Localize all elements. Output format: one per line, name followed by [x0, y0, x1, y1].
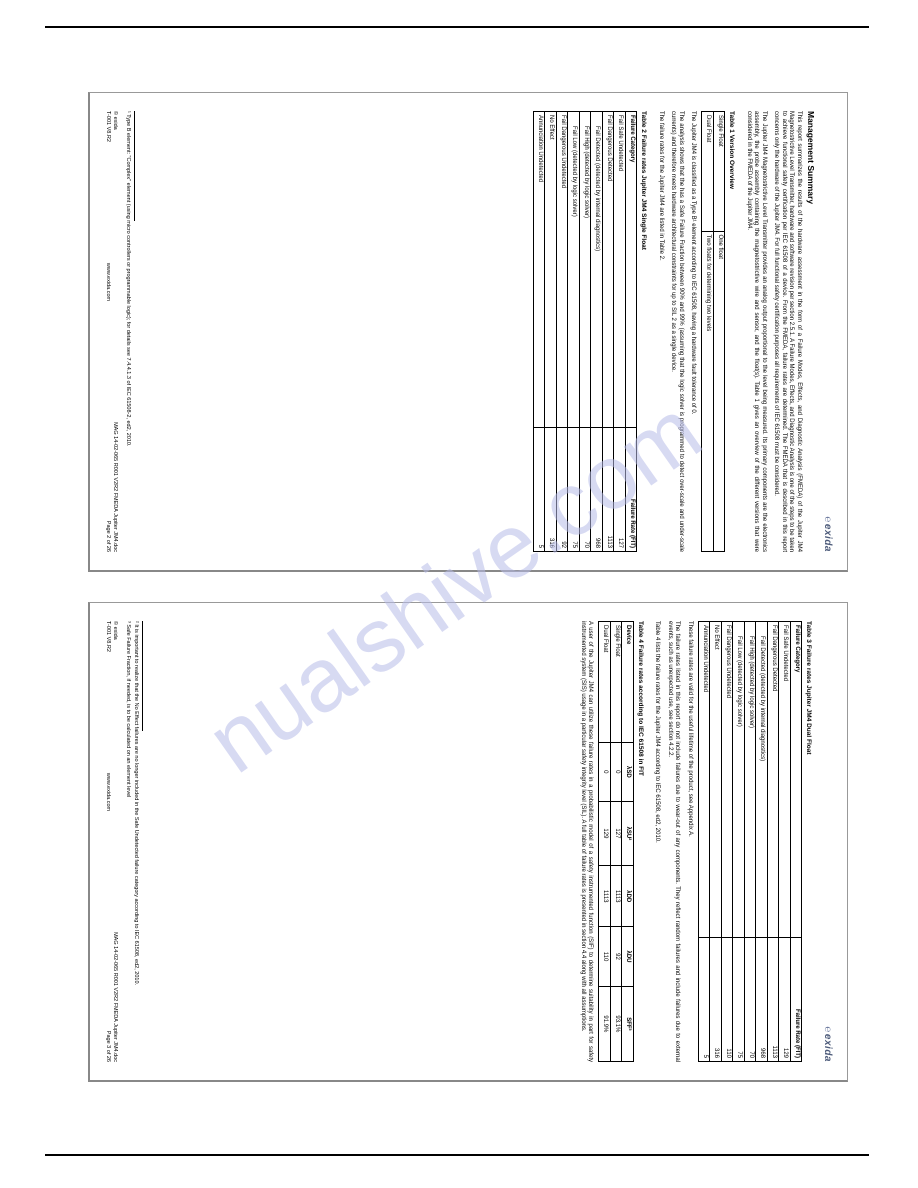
right-para-2: The failure rates listed in this report …	[665, 621, 680, 1062]
left-para-4: The analysis shows that the has a Safe F…	[669, 111, 684, 552]
table3-row: Fail Dangerous Undetected110	[721, 622, 733, 1062]
table2-row: Fail Detected (detected by internal diag…	[591, 112, 603, 552]
table2: Failure CategoryFailure Rate (FIT) Fail …	[533, 111, 638, 552]
table3-row: Annunciation Undetected5	[698, 622, 710, 1062]
table1-cell: Dual Float	[702, 112, 714, 232]
footer-filename: MAG 14-02-065 R001 V2R2 FMEDA Jupiter JM…	[111, 422, 118, 552]
table4-header: SFF³	[622, 986, 634, 1061]
table3-row: Fail Detected (detected by internal diag…	[756, 622, 768, 1062]
footnote-rule-right	[143, 621, 144, 731]
footer-copyright: © exida	[111, 621, 118, 652]
table3-header: Failure Rate (FIT)	[790, 938, 802, 1062]
footer-pagenum: Page 2 of 26	[104, 422, 111, 552]
doc-page-right: exida Table 3 Failure rates Jupiter JM4 …	[88, 602, 848, 1082]
left-para-3: The Jupiter JM4 is classified as a Type …	[689, 111, 697, 552]
table1-row: Single FloatOne float	[713, 112, 725, 552]
footer-left-block: © exida T-001 V8.R2	[104, 111, 118, 142]
table2-header: Failure Category	[625, 112, 637, 428]
table2-caption: Table 2 Failure rates Jupiter JM4 Single…	[639, 111, 647, 552]
table3-header: Failure Category	[790, 622, 802, 938]
scan-container: nualshive.com exida Management Summary T…	[62, 72, 848, 1102]
table4-header: λDD	[622, 866, 634, 927]
table1-cell: Two floats for determining two levels	[702, 231, 714, 551]
left-para-5: The failure rates for the Jupiter JM4 ar…	[656, 111, 664, 552]
left-para-1: This report summarizes the results of th…	[772, 111, 802, 552]
table2-row: Fail Dangerous Detected1113	[602, 112, 614, 552]
table4-row: Single Float 0 127 1113 92 93.1%	[610, 622, 622, 1062]
table4: Device λSD λSU² λDD λDU SFF³ Single Floa…	[598, 621, 634, 1062]
table4-caption: Table 4 Failure rates according to IEC 6…	[636, 621, 644, 1062]
footer-copyright: © exida	[111, 111, 118, 142]
table4-row: Dual Float 0 129 1113 110 91.9%	[599, 622, 611, 1062]
footnote-1: ¹ Type B element: "Complex" element (usi…	[124, 111, 131, 552]
table3-row: Fail Dangerous Detected1113	[767, 622, 779, 1062]
footer-right-block: MAG 14-02-065 R001 V2R2 FMEDA Jupiter JM…	[104, 422, 118, 552]
rotated-spread: exida Management Summary This report sum…	[62, 72, 848, 1102]
table2-header: Failure Rate (FIT)	[625, 428, 637, 552]
doc-page-left: exida Management Summary This report sum…	[88, 92, 848, 572]
table2-row: Fail Low (detected by logic solver)75	[568, 112, 580, 552]
table2-row: Fail Dangerous Undetected92	[556, 112, 568, 552]
footer-pagenum: Page 3 of 26	[104, 932, 111, 1062]
right-para-1: These failure rates are valid for the us…	[685, 621, 693, 1062]
footnote-2: ² It is important to realize that the No…	[133, 621, 140, 1062]
table3-row: Fail Low (detected by logic solver)75	[733, 622, 745, 1062]
footnote-rule-left	[134, 111, 135, 221]
footer-url: www.exida.com	[104, 263, 111, 301]
bottom-rule	[45, 1154, 869, 1156]
footnote-3: ³ Safe Failure Fraction, if needed, is t…	[124, 621, 131, 1062]
table2-row: Fail High (detected by logic solver)70	[579, 112, 591, 552]
table3-row: Fail High (detected by logic solver)70	[744, 622, 756, 1062]
table1-cell: Single Float	[713, 112, 725, 232]
left-para-2: The Jupiter JM4 Magnetostrictive Level T…	[744, 111, 767, 552]
right-para-4: A user of the Jupiter JM4 can utilize th…	[578, 621, 593, 1062]
table3-row: No Effect316	[710, 622, 722, 1062]
footer-docid: T-001 V8.R2	[104, 621, 111, 652]
table1-cell: One float	[713, 231, 725, 551]
table1: Single FloatOne float Dual FloatTwo floa…	[701, 111, 725, 552]
table3: Failure CategoryFailure Rate (FIT) Fail …	[698, 621, 803, 1062]
footer-filename: MAG 14-02-065 R001 V2R2 FMEDA Jupiter JM…	[111, 932, 118, 1062]
right-para-3: Table 4 lists the failure rates for the …	[653, 621, 661, 1062]
top-rule	[45, 26, 869, 28]
footer-right-block: MAG 14-02-065 R001 V2R2 FMEDA Jupiter JM…	[104, 932, 118, 1062]
table4-header: λSU²	[622, 801, 634, 866]
table2-row: Annunciation Undetected5	[533, 112, 545, 552]
footer-url: www.exida.com	[104, 773, 111, 811]
brand-logo-left: exida	[821, 111, 834, 552]
table3-caption: Table 3 Failure rates Jupiter JM4 Dual F…	[804, 621, 812, 1062]
table4-header: Device	[622, 622, 634, 743]
management-summary-heading: Management Summary	[806, 111, 817, 552]
table2-row: No Effect316	[545, 112, 557, 552]
brand-logo-right: exida	[821, 621, 834, 1062]
table1-row: Dual FloatTwo floats for determining two…	[702, 112, 714, 552]
footer-docid: T-001 V8.R2	[104, 111, 111, 142]
table1-caption: Table 1 Version Overview	[727, 111, 735, 552]
page-footer-left: © exida T-001 V8.R2 www.exida.com MAG 14…	[104, 111, 118, 552]
page-footer-right: © exida T-001 V8.R2 www.exida.com MAG 14…	[104, 621, 118, 1062]
footer-left-block: © exida T-001 V8.R2	[104, 621, 118, 652]
table4-header: λSD	[622, 743, 634, 801]
table3-row: Fail Safe Undetected129	[779, 622, 791, 1062]
table2-row: Fail Safe Undetected127	[614, 112, 626, 552]
table4-header: λDU	[622, 927, 634, 987]
